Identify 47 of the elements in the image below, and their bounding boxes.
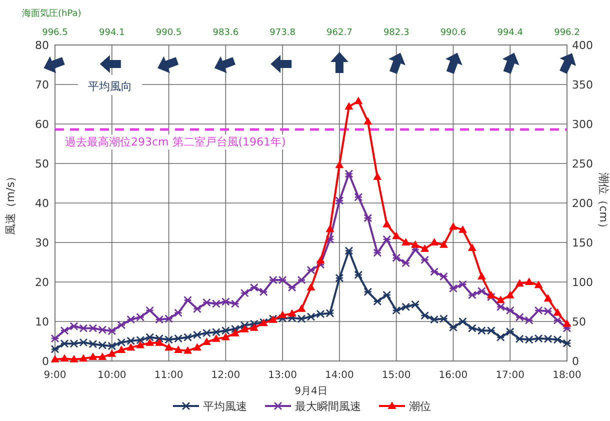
y-axis-title: 風速（m/s）	[4, 170, 17, 236]
x-axis-title: 9月4日	[294, 386, 328, 397]
text: 962.7	[326, 28, 352, 38]
y2-tick-label: 0	[572, 355, 579, 368]
y-tick-label: 80	[35, 39, 49, 52]
x-tick-label: 10:00	[97, 370, 126, 381]
y-tick-label: 50	[35, 158, 49, 170]
x-tick-label: 9:00	[44, 370, 66, 381]
text: 996.2	[554, 28, 580, 38]
text: 983.6	[212, 28, 239, 38]
x-tick-label: 12:00	[211, 370, 240, 381]
y-tick-label: 30	[35, 236, 49, 250]
y2-tick-label: 300	[572, 118, 593, 131]
legend-label: 最大瞬間風速	[295, 400, 361, 413]
y2-tick-label: 150	[572, 236, 593, 250]
text: 994.4	[497, 28, 524, 38]
text: 996.5	[42, 28, 68, 38]
y-tick-label: 0	[42, 355, 49, 368]
y2-tick-label: 50	[572, 316, 586, 328]
text: 海面気圧(hPa)	[22, 8, 82, 19]
text: 990.6	[440, 28, 466, 38]
x-tick-label: 18:00	[552, 370, 582, 381]
text: 982.3	[383, 28, 410, 38]
y2-tick-label: 200	[572, 197, 593, 210]
y-tick-label: 70	[35, 78, 49, 92]
x-tick-label: 14:00	[325, 370, 354, 381]
y2-axis-title: 潮位（cm）	[597, 172, 610, 234]
text: 990.5	[156, 28, 182, 38]
y2-tick-label: 250	[572, 158, 593, 170]
ref-line-label: 過去最高潮位293cm 第二室戸台風(1961年)	[65, 136, 286, 149]
y2-tick-label: 400	[572, 39, 593, 52]
x-tick-label: 13:00	[268, 370, 297, 381]
x-tick-label: 16:00	[438, 370, 468, 381]
y-tick-label: 10	[35, 316, 49, 328]
text: 994.1	[99, 28, 125, 38]
legend-label: 潮位	[409, 400, 431, 413]
y2-tick-label: 100	[572, 276, 593, 289]
x-tick-label: 11:00	[154, 370, 184, 381]
x-tick-label: 17:00	[496, 370, 525, 381]
x-tick-label: 15:00	[382, 370, 411, 381]
y-tick-label: 20	[35, 276, 49, 289]
y2-tick-label: 350	[572, 78, 593, 92]
y-tick-label: 40	[35, 197, 49, 210]
y-tick-label: 60	[35, 118, 49, 131]
annotation: 平均風向	[88, 80, 132, 93]
legend-label: 平均風速	[203, 400, 247, 413]
text: 973.8	[270, 28, 296, 38]
